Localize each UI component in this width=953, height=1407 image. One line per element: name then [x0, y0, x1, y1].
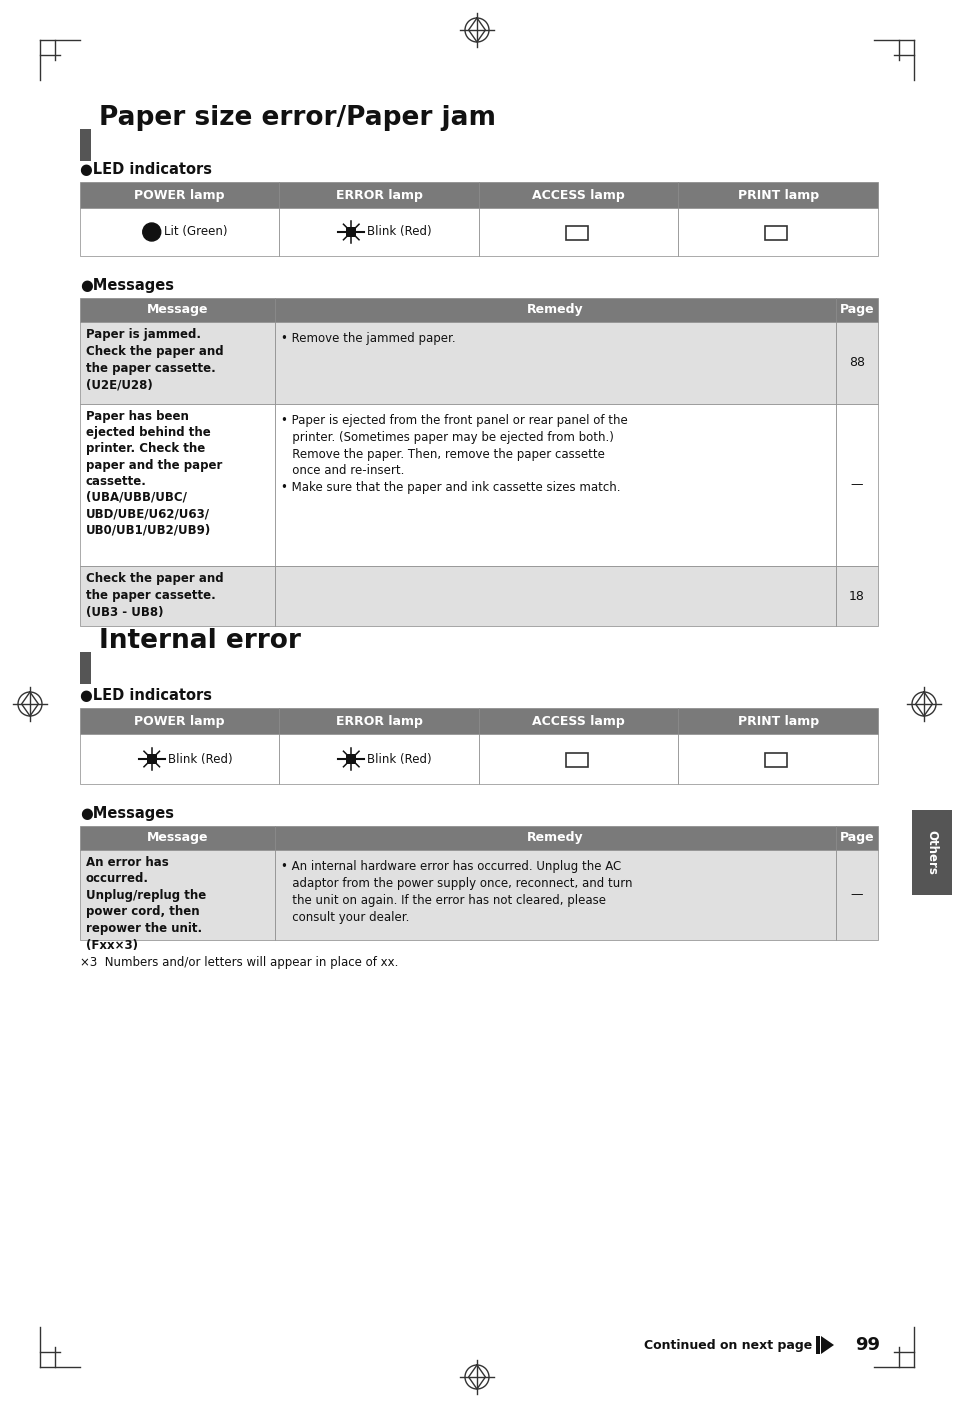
Bar [678, 708, 877, 734]
Bar [835, 850, 877, 940]
Text: ●Messages: ●Messages [80, 279, 173, 293]
Text: Check the paper and
the paper cassette.
(UB3 - UB8): Check the paper and the paper cassette. … [86, 573, 223, 619]
Bar [80, 651, 91, 684]
Bar [764, 227, 786, 241]
Bar [346, 754, 355, 764]
Text: Internal error: Internal error [99, 628, 300, 654]
Bar [279, 182, 478, 208]
Bar [279, 708, 478, 734]
Bar [80, 182, 279, 208]
Bar [274, 298, 835, 322]
Text: ERROR lamp: ERROR lamp [335, 715, 422, 727]
Text: PRINT lamp: PRINT lamp [737, 715, 818, 727]
Text: Paper has been
ejected behind the
printer. Check the
paper and the paper
cassett: Paper has been ejected behind the printe… [86, 409, 222, 536]
Bar [911, 810, 951, 895]
Text: Message: Message [147, 832, 208, 844]
Text: Blink (Red): Blink (Red) [367, 753, 432, 765]
Text: Page: Page [839, 832, 873, 844]
Bar [274, 850, 835, 940]
Bar [565, 227, 587, 241]
Text: An error has
occurred.
Unplug/replug the
power cord, then
repower the unit.
(Fxx: An error has occurred. Unplug/replug the… [86, 855, 206, 951]
Text: Continued on next page: Continued on next page [643, 1338, 811, 1352]
Bar [835, 404, 877, 566]
Text: • Remove the jammed paper.: • Remove the jammed paper. [281, 332, 456, 345]
Text: ●LED indicators: ●LED indicators [80, 688, 212, 704]
Bar [346, 227, 355, 236]
Bar [80, 404, 274, 566]
Text: Others: Others [924, 830, 938, 875]
Bar [80, 734, 279, 784]
Text: ×3  Numbers and/or letters will appear in place of xx.: ×3 Numbers and/or letters will appear in… [80, 955, 398, 969]
Text: • Paper is ejected from the front panel or rear panel of the
   printer. (Someti: • Paper is ejected from the front panel … [281, 414, 627, 494]
Bar [147, 754, 156, 764]
Bar [274, 404, 835, 566]
Text: Remedy: Remedy [527, 832, 583, 844]
Text: • An internal hardware error has occurred. Unplug the AC
   adaptor from the pow: • An internal hardware error has occurre… [281, 860, 632, 924]
Text: 99: 99 [854, 1337, 879, 1354]
Bar [279, 208, 478, 256]
Bar [279, 734, 478, 784]
Bar [80, 208, 279, 256]
Text: —: — [850, 478, 862, 491]
Text: PRINT lamp: PRINT lamp [737, 189, 818, 201]
Bar [80, 708, 279, 734]
Bar [478, 734, 678, 784]
Bar [835, 298, 877, 322]
Text: POWER lamp: POWER lamp [134, 715, 225, 727]
Text: Paper is jammed.
Check the paper and
the paper cassette.
(U2E/U28): Paper is jammed. Check the paper and the… [86, 328, 223, 393]
Text: Message: Message [147, 304, 208, 317]
Bar [678, 182, 877, 208]
Bar [835, 322, 877, 404]
Text: Blink (Red): Blink (Red) [168, 753, 233, 765]
Text: Remedy: Remedy [527, 304, 583, 317]
Text: 88: 88 [848, 356, 864, 370]
Text: 18: 18 [848, 590, 864, 602]
Text: ●LED indicators: ●LED indicators [80, 162, 212, 177]
Bar [478, 182, 678, 208]
Bar [80, 322, 274, 404]
Text: Page: Page [839, 304, 873, 317]
Bar [274, 826, 835, 850]
Bar [80, 129, 91, 160]
Text: —: — [850, 888, 862, 902]
Text: POWER lamp: POWER lamp [134, 189, 225, 201]
Bar [478, 208, 678, 256]
Bar [478, 708, 678, 734]
Text: Lit (Green): Lit (Green) [164, 225, 227, 239]
Bar [274, 322, 835, 404]
Bar [764, 753, 786, 767]
Bar [274, 566, 835, 626]
Bar [835, 826, 877, 850]
Text: ACCESS lamp: ACCESS lamp [532, 189, 624, 201]
Text: ERROR lamp: ERROR lamp [335, 189, 422, 201]
Bar [835, 566, 877, 626]
Bar [80, 826, 274, 850]
Bar [678, 734, 877, 784]
Circle shape [143, 222, 161, 241]
Text: ●Messages: ●Messages [80, 806, 173, 822]
Text: Paper size error/Paper jam: Paper size error/Paper jam [99, 106, 496, 131]
Bar [678, 208, 877, 256]
Polygon shape [821, 1337, 833, 1354]
Text: ACCESS lamp: ACCESS lamp [532, 715, 624, 727]
Bar [565, 753, 587, 767]
Bar [80, 298, 274, 322]
Bar [80, 566, 274, 626]
Bar [815, 1337, 820, 1354]
Bar [80, 850, 274, 940]
Text: Blink (Red): Blink (Red) [367, 225, 432, 239]
